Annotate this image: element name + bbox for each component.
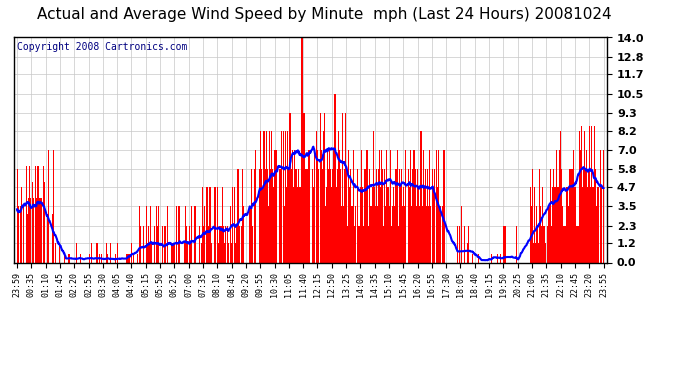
Text: Copyright 2008 Cartronics.com: Copyright 2008 Cartronics.com bbox=[17, 42, 187, 52]
Text: Actual and Average Wind Speed by Minute  mph (Last 24 Hours) 20081024: Actual and Average Wind Speed by Minute … bbox=[37, 8, 611, 22]
